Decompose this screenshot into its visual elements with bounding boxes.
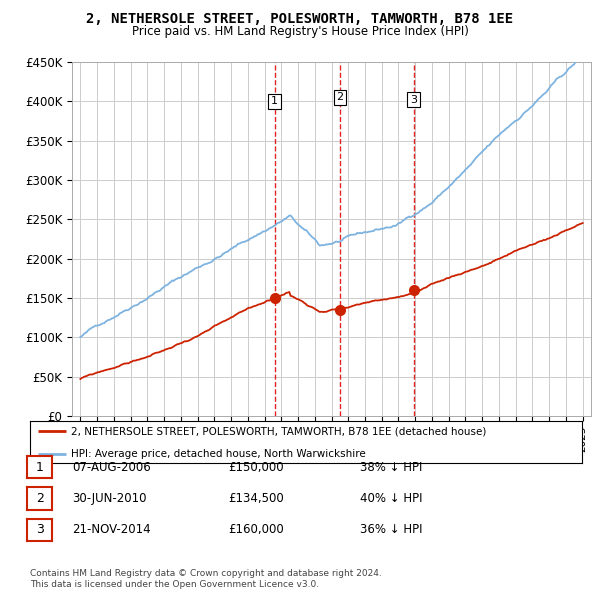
Text: 30-JUN-2010: 30-JUN-2010 <box>72 492 146 505</box>
Text: 3: 3 <box>35 523 44 536</box>
Text: £160,000: £160,000 <box>228 523 284 536</box>
Text: Price paid vs. HM Land Registry's House Price Index (HPI): Price paid vs. HM Land Registry's House … <box>131 25 469 38</box>
Text: £134,500: £134,500 <box>228 492 284 505</box>
Text: 1: 1 <box>271 96 278 106</box>
Text: 2: 2 <box>35 492 44 505</box>
Text: 21-NOV-2014: 21-NOV-2014 <box>72 523 151 536</box>
Text: 2, NETHERSOLE STREET, POLESWORTH, TAMWORTH, B78 1EE (detached house): 2, NETHERSOLE STREET, POLESWORTH, TAMWOR… <box>71 427 487 436</box>
Text: Contains HM Land Registry data © Crown copyright and database right 2024.
This d: Contains HM Land Registry data © Crown c… <box>30 569 382 589</box>
Text: 38% ↓ HPI: 38% ↓ HPI <box>360 461 422 474</box>
Text: HPI: Average price, detached house, North Warwickshire: HPI: Average price, detached house, Nort… <box>71 449 366 459</box>
Text: 3: 3 <box>410 95 417 104</box>
Text: 2, NETHERSOLE STREET, POLESWORTH, TAMWORTH, B78 1EE: 2, NETHERSOLE STREET, POLESWORTH, TAMWOR… <box>86 12 514 26</box>
Text: 40% ↓ HPI: 40% ↓ HPI <box>360 492 422 505</box>
Text: 1: 1 <box>35 461 44 474</box>
Text: £150,000: £150,000 <box>228 461 284 474</box>
Text: 2: 2 <box>337 93 343 102</box>
Text: 07-AUG-2006: 07-AUG-2006 <box>72 461 151 474</box>
Text: 36% ↓ HPI: 36% ↓ HPI <box>360 523 422 536</box>
